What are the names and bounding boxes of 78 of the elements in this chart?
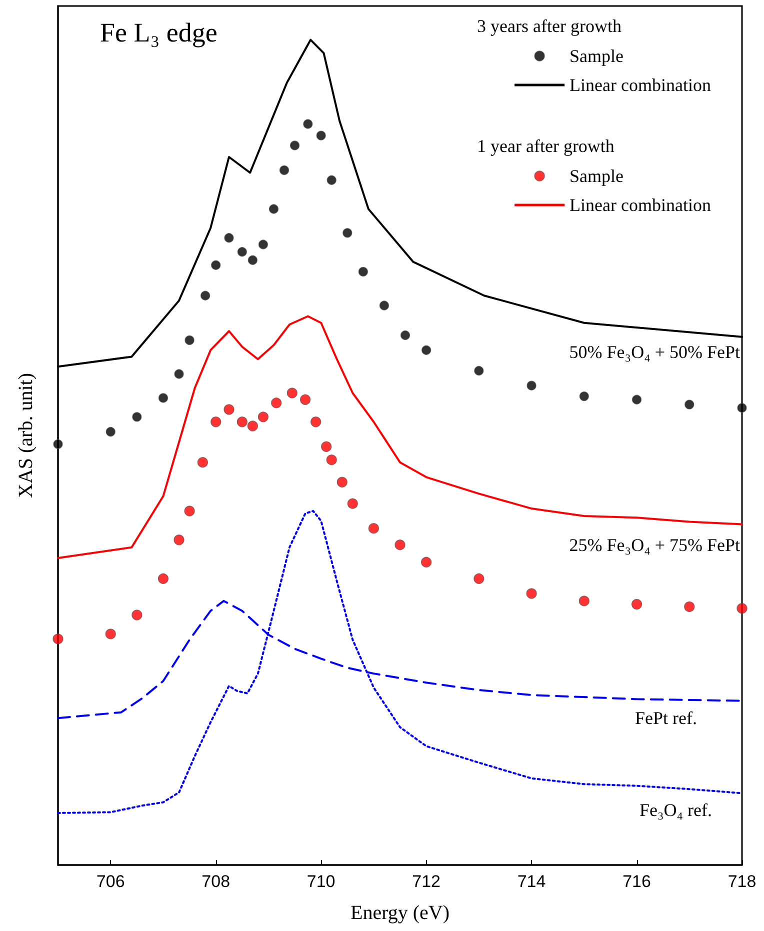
point (578, 596, 590, 606)
x-tick-label: 718 (728, 872, 756, 891)
legend-label: Sample (570, 166, 624, 186)
point (631, 598, 642, 610)
annotation: 1 year after growth (477, 136, 614, 156)
point (368, 523, 379, 534)
annotation: FePt ref. (635, 708, 697, 728)
x-tick-label: 708 (202, 872, 230, 891)
annotation: 25% Fe₃O₄ + 75% FePt (569, 535, 740, 555)
text: 3 years after growth (477, 16, 622, 36)
legend-label: Sample (570, 46, 624, 66)
point (184, 506, 195, 516)
point (184, 335, 194, 345)
point (310, 416, 322, 428)
point (279, 165, 290, 176)
point (158, 573, 169, 584)
point (52, 634, 64, 644)
point (316, 130, 326, 140)
point (174, 534, 184, 546)
point (336, 476, 348, 488)
point (258, 412, 268, 422)
point (526, 380, 536, 390)
point (579, 392, 589, 402)
point (268, 204, 279, 214)
annotation: 50% Fe₃O₄ + 50% FePt (569, 342, 740, 362)
point (300, 394, 311, 405)
point (248, 255, 258, 265)
point (394, 540, 406, 550)
point (105, 628, 116, 640)
point (303, 119, 313, 129)
point (422, 345, 432, 355)
point (526, 588, 537, 599)
point (400, 330, 410, 340)
point (224, 233, 234, 243)
point (379, 300, 390, 310)
point (132, 412, 142, 422)
point (474, 366, 484, 376)
point (736, 603, 748, 614)
point (258, 240, 268, 250)
x-tick-label: 716 (622, 872, 651, 891)
point (106, 426, 116, 437)
x-tick-label: 714 (517, 872, 546, 891)
point (321, 441, 332, 452)
point (358, 266, 368, 276)
point (684, 601, 695, 612)
point (53, 439, 63, 449)
point (200, 290, 210, 300)
point (237, 247, 247, 257)
point (342, 228, 352, 238)
annotation: Fe₃O₄ ref. (639, 800, 712, 820)
x-tick-label: 710 (306, 872, 336, 891)
point (290, 140, 300, 150)
point (326, 454, 337, 466)
x-tick-label: 712 (412, 872, 440, 891)
legend-label: Linear combination (570, 75, 711, 95)
point (210, 416, 222, 428)
point (132, 610, 142, 620)
y-axis-title: XAS (arb. unit) (15, 373, 37, 498)
x-axis-title: Energy (eV) (350, 902, 450, 924)
point (236, 416, 248, 428)
point (632, 394, 642, 404)
point (174, 369, 184, 379)
point (684, 400, 694, 410)
point (421, 556, 432, 568)
point (271, 398, 282, 408)
chart-title: Fe L₃ edge (100, 18, 218, 48)
point (211, 260, 221, 270)
x-tick-label: 706 (96, 872, 125, 891)
point (247, 420, 258, 432)
point (286, 388, 298, 398)
point (737, 403, 747, 413)
point (326, 175, 336, 185)
point (224, 404, 234, 415)
point (158, 393, 168, 403)
point (474, 573, 484, 584)
point (347, 498, 358, 509)
point (197, 457, 208, 468)
legend-label: Linear combination (570, 195, 711, 215)
